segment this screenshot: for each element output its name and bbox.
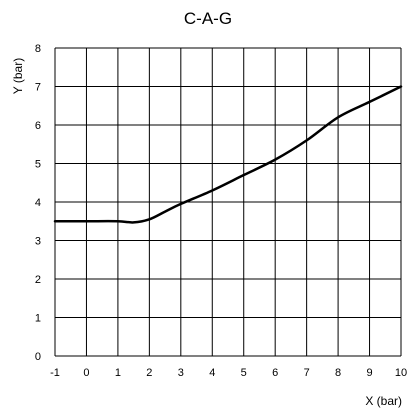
x-axis-label: X (bar) <box>365 394 402 408</box>
x-tick-label-4: 3 <box>178 367 184 379</box>
chart-title: C-A-G <box>184 9 232 28</box>
x-tick-label-9: 8 <box>335 367 341 379</box>
y-tick-label-1: 1 <box>35 313 41 325</box>
x-tick-label-5: 4 <box>209 367 215 379</box>
y-tick-label-5: 5 <box>35 159 41 171</box>
y-tick-label-8: 8 <box>35 43 41 55</box>
y-tick-label-6: 6 <box>35 120 41 132</box>
y-tick-label-2: 2 <box>35 274 41 286</box>
tick-labels: -1 0 1 2 3 4 5 6 7 8 9 10 0 1 2 3 4 5 6 7 8 <box>35 43 407 379</box>
grid <box>54 47 402 357</box>
y-tick-label-3: 3 <box>35 236 41 248</box>
series <box>53 85 403 224</box>
x-tick-label-10: 9 <box>366 367 372 379</box>
y-tick-label-4: 4 <box>35 197 41 209</box>
y-axis-label: Y (bar) <box>11 58 25 94</box>
y-tick-label-0: 0 <box>35 351 41 363</box>
x-tick-label-8: 7 <box>304 367 310 379</box>
series-line-0 <box>53 85 403 224</box>
y-tick-label-7: 7 <box>35 82 41 94</box>
x-tick-label-2: 1 <box>115 367 121 379</box>
x-tick-label-1: 0 <box>83 367 89 379</box>
x-tick-label-7: 6 <box>272 367 278 379</box>
x-tick-label-0: -1 <box>50 367 60 379</box>
x-tick-label-6: 5 <box>241 367 247 379</box>
x-tick-label-3: 2 <box>146 367 152 379</box>
x-tick-label-11: 10 <box>395 367 407 379</box>
